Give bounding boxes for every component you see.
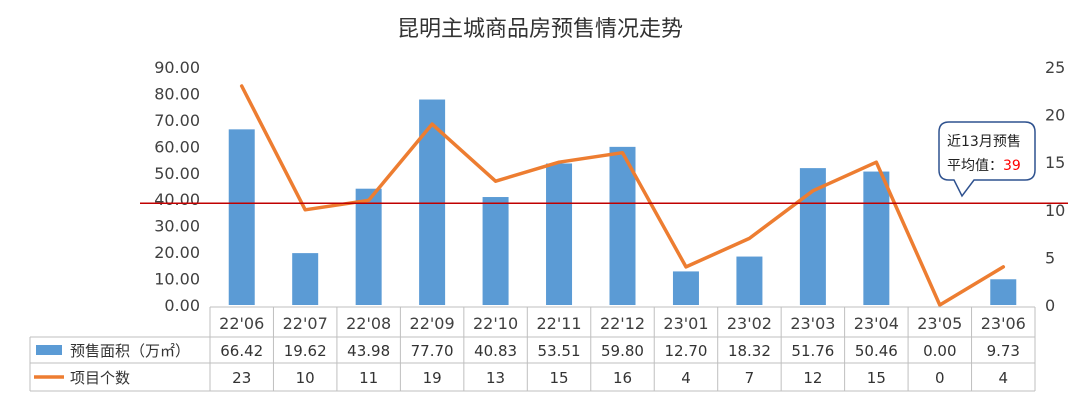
x-axis-tick-label: 23'05 (917, 314, 962, 333)
right-axis-tick-label: 10 (1045, 201, 1065, 220)
table-cell-count: 4 (681, 369, 691, 387)
callout-bubble (938, 121, 1036, 198)
bar (672, 271, 699, 305)
left-axis-tick-label: 50.00 (154, 164, 200, 183)
x-axis-tick-label: 23'02 (727, 314, 772, 333)
table-cell-count: 15 (549, 369, 568, 387)
left-axis-tick-label: 90.00 (154, 58, 200, 77)
table-cell-area: 12.70 (664, 342, 707, 360)
left-axis-tick-label: 20.00 (154, 243, 200, 262)
right-axis-tick-label: 25 (1045, 58, 1065, 77)
chart-title: 昆明主城商品房预售情况走势 (397, 17, 683, 42)
table-cell-count: 10 (296, 369, 315, 387)
table-cell-area: 40.83 (474, 342, 517, 360)
left-axis-tick-label: 10.00 (154, 270, 200, 289)
left-axis-tick-label: 70.00 (154, 111, 200, 130)
table-cell-count: 23 (232, 369, 251, 387)
x-axis-tick-label: 22'08 (346, 314, 391, 333)
callout-label: 平均值： (947, 158, 1003, 174)
bar (546, 163, 573, 305)
callout-average-value: 39 (1003, 158, 1021, 174)
table-cell-area: 19.62 (284, 342, 327, 360)
table-cell-area: 9.73 (987, 342, 1020, 360)
table-cell-count: 13 (486, 369, 505, 387)
left-axis-ticks: 0.00 10.00 20.00 30.00 40.00 50.00 60.00 70.00 8… (154, 58, 200, 315)
table-cell-area: 43.98 (347, 342, 390, 360)
x-axis-tick-label: 22'07 (283, 314, 328, 333)
table-cell-area: 18.32 (728, 342, 771, 360)
data-table: 22'06 22'07 22'08 22'09 22'10 22'11 22'12 23'01… (29, 306, 1036, 392)
legend-label-count: 项目个数 (70, 369, 130, 387)
x-axis-tick-label: 22'11 (536, 314, 581, 333)
bar (863, 171, 890, 305)
left-axis-tick-label: 80.00 (154, 84, 200, 103)
table-cell-area: 0.00 (923, 342, 956, 360)
bar (228, 129, 255, 305)
legend-swatch-area (36, 345, 62, 355)
table-cell-area: 50.46 (855, 342, 898, 360)
left-axis-tick-label: 60.00 (154, 137, 200, 156)
right-axis-tick-label: 5 (1045, 248, 1055, 267)
x-axis-tick-label: 23'03 (790, 314, 835, 333)
table-cell-count: 7 (745, 369, 755, 387)
table-cell-count: 15 (867, 369, 886, 387)
table-cell-area: 53.51 (538, 342, 581, 360)
table-cell-count: 4 (998, 369, 1008, 387)
x-axis-tick-label: 22'09 (410, 314, 455, 333)
bar (736, 256, 763, 305)
left-axis-tick-label: 30.00 (154, 217, 200, 236)
x-axis-tick-label: 23'01 (663, 314, 708, 333)
right-axis-tick-label: 15 (1045, 153, 1065, 172)
bar (292, 253, 319, 305)
table-cell-count: 11 (359, 369, 378, 387)
left-axis-tick-label: 0.00 (164, 296, 200, 315)
callout-line-1: 近13月预售 (947, 134, 1021, 150)
table-cell-count: 12 (803, 369, 822, 387)
bar (609, 146, 636, 305)
left-axis-tick-label: 40.00 (154, 190, 200, 209)
table-cell-count: 19 (423, 369, 442, 387)
table-cell-area: 59.80 (601, 342, 644, 360)
callout-line-2: 平均值：39 (947, 158, 1021, 174)
bar (799, 168, 826, 305)
table-cell-area: 66.42 (220, 342, 263, 360)
table-cell-count: 16 (613, 369, 632, 387)
bar-series (228, 99, 1017, 305)
bar (482, 197, 509, 305)
x-axis-tick-label: 23'04 (854, 314, 899, 333)
right-axis-tick-label: 0 (1045, 296, 1055, 315)
right-axis-tick-label: 20 (1045, 106, 1065, 125)
project-count-line (239, 84, 1006, 307)
x-axis-tick-label: 22'10 (473, 314, 518, 333)
right-axis-ticks: 0 5 10 15 20 25 (1045, 58, 1065, 315)
bar (990, 279, 1017, 305)
table-cell-count: 0 (935, 369, 945, 387)
bar (355, 188, 382, 305)
line-series (239, 84, 1006, 307)
x-axis-tick-label: 22'06 (219, 314, 264, 333)
x-axis-tick-label: 23'06 (981, 314, 1026, 333)
legend-label-area: 预售面积（万㎡） (70, 342, 190, 360)
table-cell-area: 77.70 (411, 342, 454, 360)
table-cell-area: 51.76 (791, 342, 834, 360)
x-axis-tick-label: 22'12 (600, 314, 645, 333)
